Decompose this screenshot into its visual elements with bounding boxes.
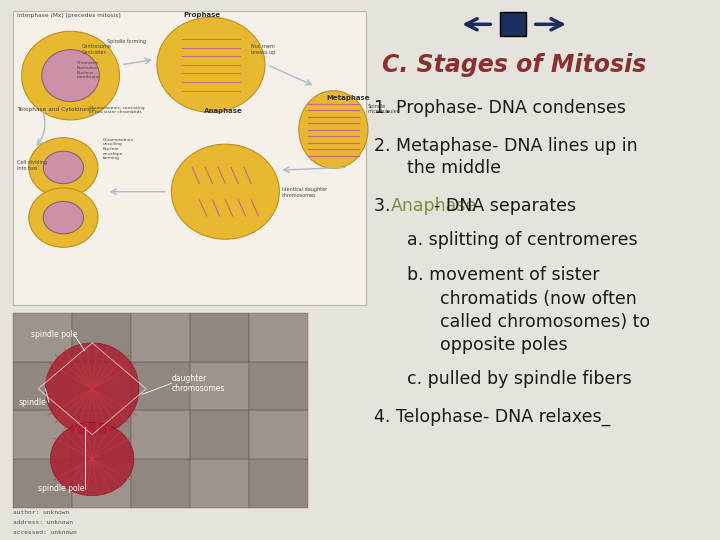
Text: 3.: 3. [374, 197, 397, 215]
Text: a. splitting of centromeres: a. splitting of centromeres [374, 231, 638, 249]
FancyBboxPatch shape [249, 362, 308, 410]
FancyBboxPatch shape [131, 313, 190, 362]
Text: author: unknown: author: unknown [13, 510, 69, 515]
Ellipse shape [43, 151, 84, 184]
Text: chromatids (now often: chromatids (now often [374, 289, 637, 308]
Text: Chromosomes, consisting
of two sister chromatids: Chromosomes, consisting of two sister ch… [89, 106, 144, 114]
Ellipse shape [42, 50, 99, 102]
Text: C. Stages of Mitosis: C. Stages of Mitosis [382, 53, 646, 77]
Ellipse shape [43, 201, 84, 234]
Ellipse shape [50, 422, 134, 496]
Text: the middle: the middle [374, 159, 501, 178]
Text: Anaphase: Anaphase [390, 197, 477, 215]
Text: Cell dividing
into two: Cell dividing into two [17, 160, 47, 171]
Ellipse shape [22, 31, 120, 120]
Text: Anaphase: Anaphase [204, 109, 243, 114]
Text: spindle pole: spindle pole [38, 484, 85, 493]
FancyBboxPatch shape [13, 459, 72, 508]
FancyBboxPatch shape [72, 459, 131, 508]
Ellipse shape [157, 17, 265, 112]
Text: Chromatin
Nucleolus
Nucleus
membrane: Chromatin Nucleolus Nucleus membrane [76, 62, 100, 79]
FancyBboxPatch shape [131, 410, 190, 459]
FancyBboxPatch shape [249, 313, 308, 362]
Ellipse shape [45, 343, 139, 435]
Text: accessed: unknown: accessed: unknown [13, 530, 77, 535]
FancyBboxPatch shape [190, 410, 249, 459]
Text: Identical daughter
chromosomes: Identical daughter chromosomes [282, 187, 327, 198]
FancyBboxPatch shape [131, 459, 190, 508]
Text: Spindle
microtubules: Spindle microtubules [368, 104, 400, 114]
Text: Interphase (Mx) [precedes mitosis]: Interphase (Mx) [precedes mitosis] [17, 14, 120, 18]
Ellipse shape [171, 144, 279, 239]
FancyBboxPatch shape [190, 313, 249, 362]
Text: spindle pole: spindle pole [31, 330, 78, 339]
Text: Telophase and Cytokinesis: Telophase and Cytokinesis [17, 107, 94, 112]
FancyBboxPatch shape [72, 313, 131, 362]
Text: c. pulled by spindle fibers: c. pulled by spindle fibers [374, 370, 632, 388]
FancyBboxPatch shape [190, 362, 249, 410]
FancyBboxPatch shape [249, 459, 308, 508]
Text: Centrosome
Centrioles: Centrosome Centrioles [81, 44, 111, 55]
Text: 2. Metaphase- DNA lines up in: 2. Metaphase- DNA lines up in [374, 137, 638, 155]
Text: Prophase: Prophase [184, 12, 221, 18]
Text: Chromosomes
uncoiling
Nuclear
envelope
forming: Chromosomes uncoiling Nuclear envelope f… [103, 138, 134, 160]
FancyBboxPatch shape [13, 313, 72, 362]
FancyBboxPatch shape [72, 410, 131, 459]
Text: address: unknown: address: unknown [13, 520, 73, 525]
FancyBboxPatch shape [500, 12, 526, 36]
Text: called chromosomes) to: called chromosomes) to [374, 313, 651, 331]
Text: daughter
chromosomes: daughter chromosomes [171, 374, 225, 393]
FancyBboxPatch shape [131, 362, 190, 410]
Ellipse shape [29, 188, 98, 247]
Text: spindle: spindle [19, 398, 47, 407]
Text: - DNA separates: - DNA separates [433, 197, 576, 215]
FancyBboxPatch shape [249, 410, 308, 459]
FancyBboxPatch shape [13, 11, 366, 305]
Text: Nuc mem
breaks up: Nuc mem breaks up [251, 44, 275, 55]
FancyBboxPatch shape [13, 410, 72, 459]
Text: Metaphase: Metaphase [326, 95, 369, 101]
Text: Spindle forming: Spindle forming [107, 39, 145, 44]
Ellipse shape [29, 138, 98, 197]
Text: 1. Prophase- DNA condenses: 1. Prophase- DNA condenses [374, 99, 626, 117]
Ellipse shape [299, 91, 368, 168]
FancyBboxPatch shape [13, 313, 308, 508]
Text: b. movement of sister: b. movement of sister [374, 266, 600, 285]
Text: 4. Telophase- DNA relaxes_: 4. Telophase- DNA relaxes_ [374, 408, 611, 426]
FancyBboxPatch shape [190, 459, 249, 508]
FancyBboxPatch shape [13, 362, 72, 410]
Text: opposite poles: opposite poles [374, 336, 568, 354]
FancyBboxPatch shape [72, 362, 131, 410]
